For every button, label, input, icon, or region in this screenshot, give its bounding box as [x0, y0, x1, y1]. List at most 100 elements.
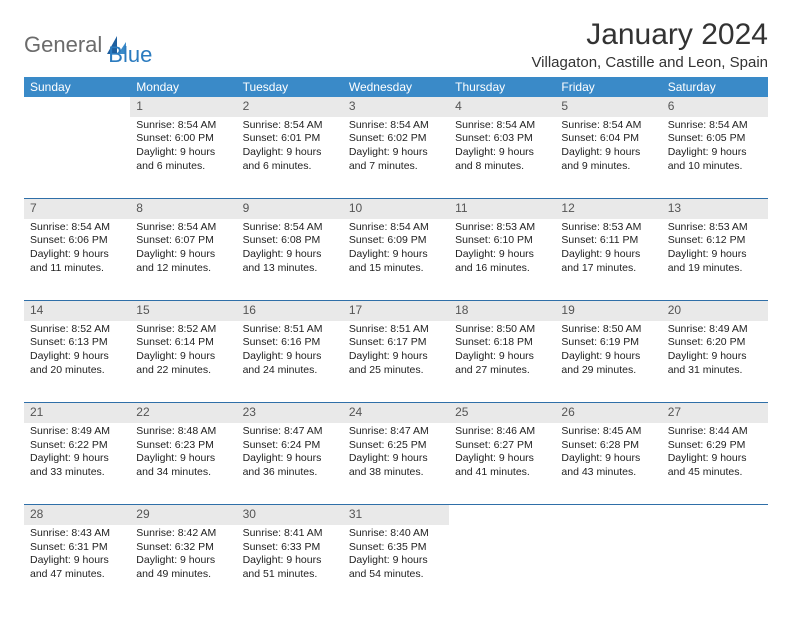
daylight-text: Daylight: 9 hours [349, 554, 443, 568]
day-number-cell: 16 [237, 301, 343, 321]
day-cell: Sunrise: 8:50 AMSunset: 6:18 PMDaylight:… [449, 321, 555, 403]
daylight-text: Daylight: 9 hours [668, 248, 762, 262]
day-content-row: Sunrise: 8:54 AM Sunset: 6:00 PM Daylight:… [24, 117, 768, 199]
day-content-row: Sunrise: 8:49 AMSunset: 6:22 PMDaylight:… [24, 423, 768, 505]
daylight-text: Daylight: 9 hours [243, 248, 337, 262]
day-cell: Sunrise: 8:45 AMSunset: 6:28 PMDaylight:… [555, 423, 661, 505]
sunrise-text: Sunrise: 8:48 AM [136, 425, 230, 439]
daylight-text: Daylight: 9 hours [561, 452, 655, 466]
sunrise-text: Sunrise: 8:45 AM [561, 425, 655, 439]
sunrise-text: Sunrise: 8:54 AM [349, 119, 443, 133]
day-number-cell [24, 97, 130, 117]
sunrise-text: Sunrise: 8:54 AM [243, 221, 337, 235]
day-number-cell: 15 [130, 301, 236, 321]
daylight-text: and 8 minutes. [455, 160, 549, 174]
page: General Blue January 2024 Villagaton, Ca… [0, 0, 792, 617]
sunset-text: Sunset: 6:17 PM [349, 336, 443, 350]
sunset-text: Sunset: 6:31 PM [30, 541, 124, 555]
sunset-text: Sunset: 6:16 PM [243, 336, 337, 350]
daylight-text: Daylight: 9 hours [243, 452, 337, 466]
day-number-cell: 21 [24, 403, 130, 423]
sunset-text: Sunset: 6:05 PM [668, 132, 762, 146]
day-number-cell: 29 [130, 505, 236, 525]
daylight-text: Daylight: 9 hours [136, 248, 230, 262]
daylight-text: and 27 minutes. [455, 364, 549, 378]
daylight-text: and 29 minutes. [561, 364, 655, 378]
sunset-text: Sunset: 6:13 PM [30, 336, 124, 350]
day-number-cell: 18 [449, 301, 555, 321]
sunrise-text: Sunrise: 8:53 AM [455, 221, 549, 235]
day-number-cell: 11 [449, 199, 555, 219]
daylight-text: Daylight: 9 hours [243, 554, 337, 568]
daylight-text: Daylight: 9 hours [668, 350, 762, 364]
daylight-text: and 45 minutes. [668, 466, 762, 480]
day-number-cell: 24 [343, 403, 449, 423]
daylight-text: Daylight: 9 hours [349, 146, 443, 160]
day-cell: Sunrise: 8:43 AMSunset: 6:31 PMDaylight:… [24, 525, 130, 607]
sunrise-text: Sunrise: 8:54 AM [561, 119, 655, 133]
sunset-text: Sunset: 6:20 PM [668, 336, 762, 350]
sunset-text: Sunset: 6:03 PM [455, 132, 549, 146]
sunrise-text: Sunrise: 8:52 AM [30, 323, 124, 337]
day-content-row: Sunrise: 8:43 AMSunset: 6:31 PMDaylight:… [24, 525, 768, 607]
day-cell [24, 117, 130, 199]
daylight-text: and 12 minutes. [136, 262, 230, 276]
title-block: January 2024 Villagaton, Castille and Le… [531, 18, 768, 71]
sunset-text: Sunset: 6:18 PM [455, 336, 549, 350]
daylight-text: Daylight: 9 hours [349, 350, 443, 364]
sunset-text: Sunset: 6:06 PM [30, 234, 124, 248]
day-number-cell: 22 [130, 403, 236, 423]
weekday-header-row: Sunday Monday Tuesday Wednesday Thursday… [24, 77, 768, 97]
sunset-text: Sunset: 6:07 PM [136, 234, 230, 248]
sunset-text: Sunset: 6:12 PM [668, 234, 762, 248]
daylight-text: and 38 minutes. [349, 466, 443, 480]
day-cell: Sunrise: 8:54 AMSunset: 6:05 PMDaylight:… [662, 117, 768, 199]
daylight-text: and 51 minutes. [243, 568, 337, 582]
sunrise-text: Sunrise: 8:49 AM [30, 425, 124, 439]
sunset-text: Sunset: 6:00 PM [136, 132, 230, 146]
daylight-text: Daylight: 9 hours [136, 350, 230, 364]
daylight-text: Daylight: 9 hours [561, 146, 655, 160]
sunset-text: Sunset: 6:14 PM [136, 336, 230, 350]
daylight-text: Daylight: 9 hours [561, 350, 655, 364]
day-number-cell: 27 [662, 403, 768, 423]
day-number-cell: 4 [449, 97, 555, 117]
weekday-header: Wednesday [343, 77, 449, 97]
day-cell: Sunrise: 8:54 AMSunset: 6:01 PMDaylight:… [237, 117, 343, 199]
sunrise-text: Sunrise: 8:54 AM [243, 119, 337, 133]
day-number-cell: 20 [662, 301, 768, 321]
sunrise-text: Sunrise: 8:41 AM [243, 527, 337, 541]
sunrise-text: Sunrise: 8:54 AM [30, 221, 124, 235]
day-cell: Sunrise: 8:42 AMSunset: 6:32 PMDaylight:… [130, 525, 236, 607]
header: General Blue January 2024 Villagaton, Ca… [24, 18, 768, 71]
daylight-text: Daylight: 9 hours [30, 248, 124, 262]
day-number-cell: 1 [130, 97, 236, 117]
weekday-header: Tuesday [237, 77, 343, 97]
day-number-cell [662, 505, 768, 525]
daylight-text: and 10 minutes. [668, 160, 762, 174]
sunset-text: Sunset: 6:33 PM [243, 541, 337, 555]
calendar-table: Sunday Monday Tuesday Wednesday Thursday… [24, 77, 768, 607]
daylight-text: and 6 minutes. [136, 160, 230, 174]
sunrise-text: Sunrise: 8:54 AM [455, 119, 549, 133]
day-number-cell: 17 [343, 301, 449, 321]
daylight-text: and 11 minutes. [30, 262, 124, 276]
daylight-text: Daylight: 9 hours [30, 350, 124, 364]
day-cell: Sunrise: 8:47 AMSunset: 6:24 PMDaylight:… [237, 423, 343, 505]
day-content-row: Sunrise: 8:52 AMSunset: 6:13 PMDaylight:… [24, 321, 768, 403]
day-cell: Sunrise: 8:54 AMSunset: 6:06 PMDaylight:… [24, 219, 130, 301]
day-number-cell: 13 [662, 199, 768, 219]
sunrise-text: Sunrise: 8:51 AM [349, 323, 443, 337]
day-cell: Sunrise: 8:54 AMSunset: 6:09 PMDaylight:… [343, 219, 449, 301]
brand-general: General [24, 32, 102, 58]
daylight-text: Daylight: 9 hours [455, 146, 549, 160]
daylight-text: and 17 minutes. [561, 262, 655, 276]
sunrise-text: Sunrise: 8:53 AM [561, 221, 655, 235]
sunrise-text: Sunrise: 8:47 AM [243, 425, 337, 439]
day-number-cell: 5 [555, 97, 661, 117]
day-cell: Sunrise: 8:54 AMSunset: 6:08 PMDaylight:… [237, 219, 343, 301]
daylight-text: and 43 minutes. [561, 466, 655, 480]
daylight-text: and 15 minutes. [349, 262, 443, 276]
day-cell: Sunrise: 8:53 AMSunset: 6:12 PMDaylight:… [662, 219, 768, 301]
day-number-cell: 3 [343, 97, 449, 117]
